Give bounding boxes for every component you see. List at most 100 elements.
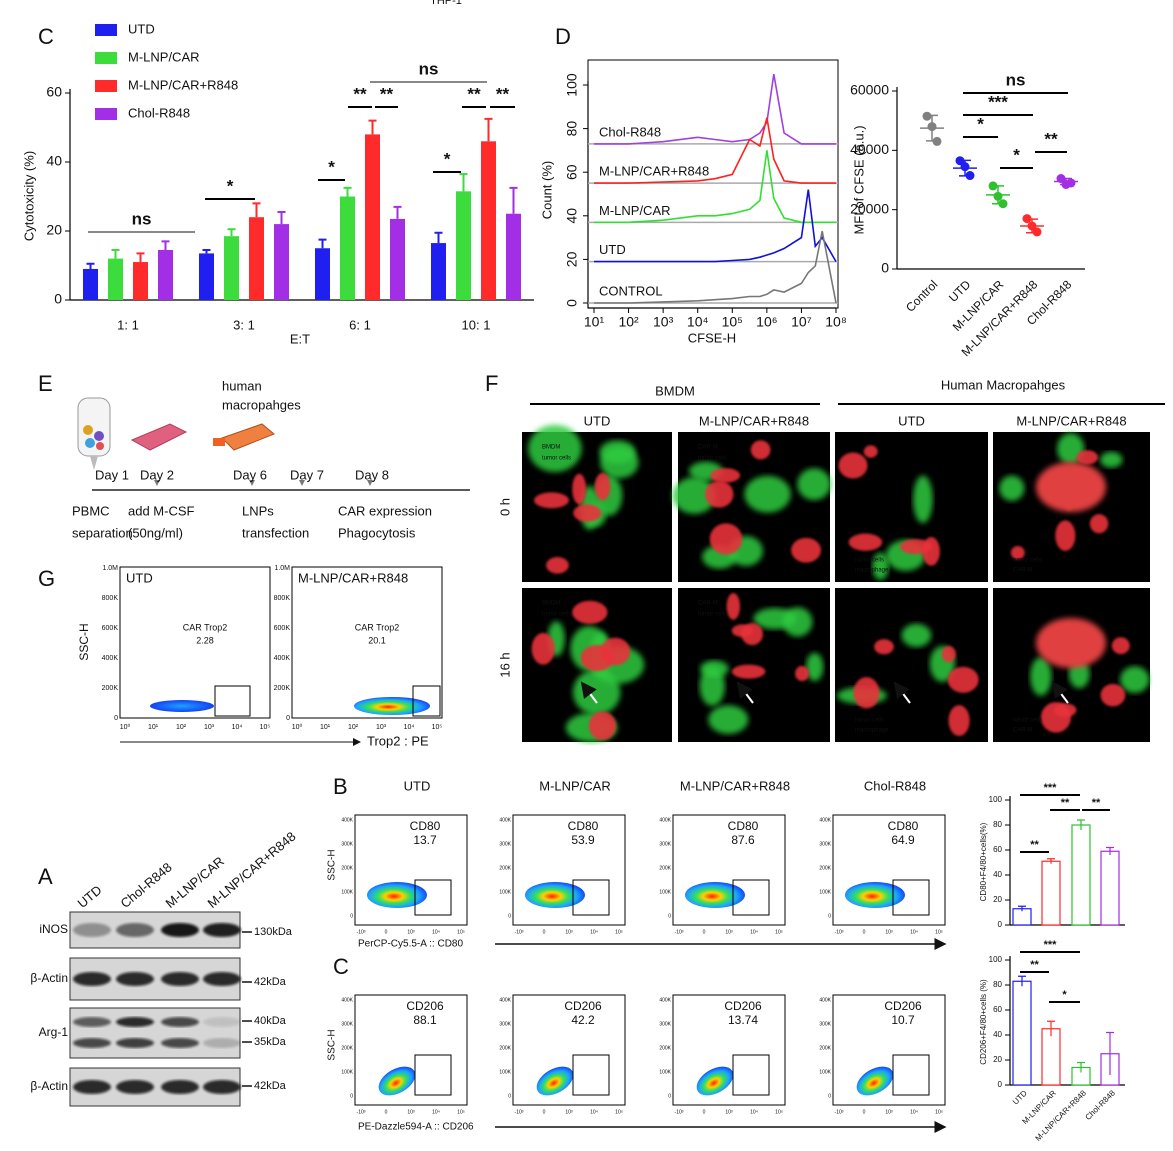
green-cell	[572, 669, 621, 715]
y-tick-label: 100	[564, 73, 580, 97]
micrograph	[993, 588, 1150, 742]
cell-label: human	[222, 378, 262, 393]
green-cell	[913, 475, 933, 524]
y-tick-label: 200K	[341, 865, 353, 871]
gate-value: 13.7	[413, 833, 437, 847]
significance-label: **	[496, 84, 510, 103]
legend-swatch	[95, 24, 117, 36]
green-cell	[782, 607, 813, 637]
flow-plot-frame	[512, 814, 626, 926]
legend-swatch	[95, 108, 117, 120]
x-tick-label: 10⁶	[756, 314, 777, 330]
y-tick-label: 200K	[274, 685, 291, 692]
legend-label: UTD	[128, 21, 155, 36]
y-tick-label: 0	[668, 913, 671, 919]
gate-value: 42.2	[571, 1013, 595, 1027]
x-tick-label: -10³	[357, 1109, 366, 1115]
bar	[108, 258, 123, 300]
size-marker: 40kDa	[254, 1015, 287, 1027]
y-tick-label: 100	[989, 795, 1003, 804]
gate-value: 87.6	[731, 833, 755, 847]
bar	[456, 191, 471, 300]
blot-band	[73, 972, 111, 986]
x-tick-label: 10²	[176, 724, 187, 731]
bar	[1071, 824, 1091, 926]
blot-band	[203, 923, 241, 937]
green-cell	[1120, 666, 1150, 694]
bar	[199, 253, 214, 300]
y-tick-label: 60	[564, 164, 580, 180]
column-title: UTD	[404, 778, 431, 793]
x-tick-label: -10³	[515, 1109, 524, 1115]
y-tick-label: 20	[993, 1055, 1002, 1064]
micrograph	[835, 588, 988, 742]
y-axis-label: SSC-H	[327, 1029, 338, 1060]
green-cell	[1100, 451, 1123, 468]
y-tick-label: 0	[564, 299, 580, 307]
x-tick-label: 10⁵	[432, 724, 443, 731]
x-tick-label: M-LNP/CAR+R848	[1034, 1088, 1089, 1143]
red-cell	[750, 440, 771, 460]
day-label: Day 2	[140, 467, 174, 482]
blot-band	[203, 972, 241, 986]
x-tick-label: UTD	[946, 277, 974, 305]
overlay-label: macrophage	[855, 568, 889, 574]
x-tick-label: 10¹	[148, 724, 159, 731]
bar	[506, 213, 521, 300]
red-cell	[588, 711, 617, 741]
panel-label: A	[38, 864, 53, 889]
x-tick-label: 10³	[407, 929, 415, 935]
x-tick-label: 10³	[376, 724, 387, 731]
red-cell	[874, 639, 894, 655]
error-bar	[1047, 858, 1055, 864]
flow-plot-frame	[354, 994, 468, 1106]
gate-value: 10.7	[891, 1013, 915, 1027]
red-cell	[1010, 546, 1025, 560]
gate-name: CD206	[884, 999, 922, 1013]
size-marker: 42kDa	[254, 976, 287, 988]
x-axis-label: CFSE-H	[688, 330, 736, 345]
x-tick-label: 10⁵	[722, 314, 743, 330]
x-tick-label: 10⁵	[935, 1109, 943, 1115]
x-tick-label: 10⁵	[260, 724, 271, 731]
error-bar	[484, 117, 493, 142]
legend-label: M-LNP/CAR	[128, 49, 200, 64]
arrow	[580, 681, 598, 704]
red-cell	[838, 452, 868, 479]
significance-label: ***	[988, 92, 1008, 111]
red-cell	[1076, 450, 1099, 465]
gate	[414, 879, 452, 916]
x-tick-label: 10³	[885, 929, 893, 935]
row-label: 0 h	[497, 498, 512, 516]
column-title: M-LNP/CAR	[539, 778, 611, 793]
panel-label: B	[333, 774, 348, 799]
flow-density	[525, 882, 585, 908]
flow-density	[685, 882, 745, 908]
red-cell	[1089, 514, 1109, 534]
error-bar	[202, 248, 211, 254]
gate-name: CAR Trop2	[183, 622, 228, 632]
blot-row-label: iNOS	[39, 922, 68, 936]
significance-label: **	[1061, 797, 1070, 809]
x-tick-label: 10³	[565, 1109, 573, 1115]
day-label: Day 6	[233, 467, 267, 482]
blot-row-label: β-Actin	[30, 971, 68, 985]
y-tick-label: 800K	[274, 595, 291, 602]
flow-density	[354, 697, 430, 715]
x-tick-label: 6: 1	[349, 317, 371, 332]
green-cell	[699, 666, 725, 706]
flow-density	[150, 700, 214, 712]
significance-label: *	[328, 157, 335, 176]
error-bar	[459, 173, 468, 192]
x-tick-label: Control	[903, 277, 940, 314]
green-cell	[672, 477, 716, 514]
error-bar	[1077, 1061, 1085, 1073]
y-tick-label: 200K	[102, 685, 119, 692]
x-tick-label: 10⁴	[750, 1109, 758, 1115]
y-tick-label: 400K	[499, 997, 511, 1003]
y-tick-label: 100	[989, 955, 1003, 964]
significance-label: ns	[419, 59, 439, 78]
x-tick-label: 10⁵	[615, 1109, 623, 1115]
plot-title: M-LNP/CAR+R848	[298, 570, 408, 585]
blot-band	[161, 923, 199, 937]
